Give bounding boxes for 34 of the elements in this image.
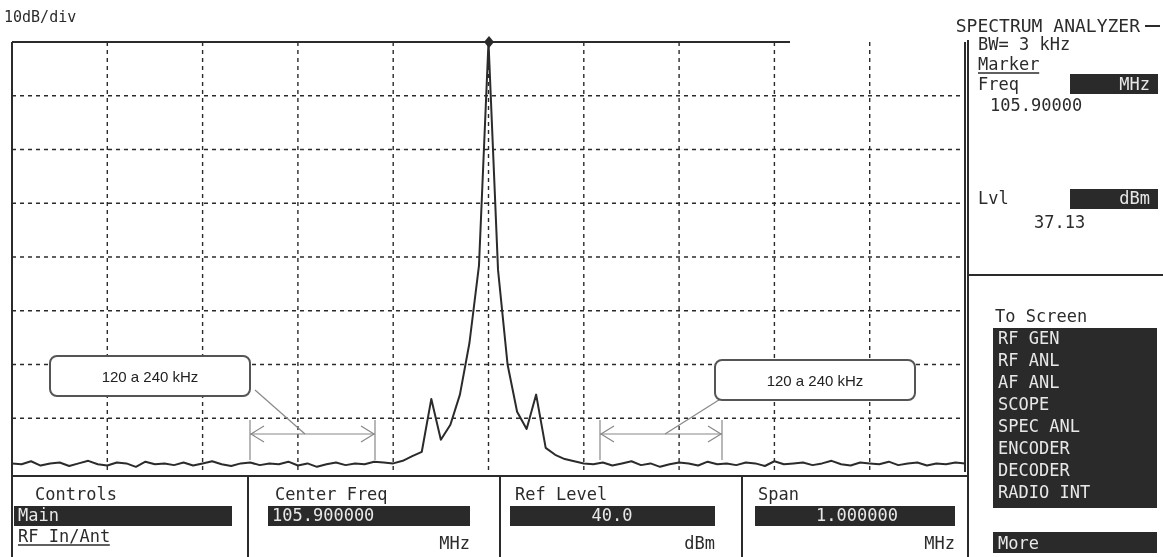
text: MHz — [1119, 74, 1150, 94]
text: More — [998, 533, 1039, 553]
text: To Screen — [995, 306, 1088, 326]
text: 37.13 — [1034, 212, 1086, 232]
text: Lvl — [978, 188, 1009, 208]
text: MHz — [439, 533, 470, 553]
text: SCOPE — [998, 394, 1050, 414]
text: Freq — [978, 74, 1019, 94]
text: RF GEN — [998, 328, 1060, 348]
text: dBm — [684, 533, 715, 553]
text: Main — [18, 505, 59, 525]
text: Ref Level — [515, 484, 608, 504]
text: 40.0 — [591, 505, 633, 525]
text: 105.900000 — [272, 505, 375, 525]
text: RADIO INT — [998, 482, 1091, 502]
text: RF ANL — [998, 350, 1060, 370]
text: SPEC ANL — [998, 416, 1080, 436]
text: SPECTRUM ANALYZER — [955, 15, 1141, 36]
text: Controls — [35, 484, 117, 504]
text: MHz — [924, 533, 955, 553]
text: 105.90000 — [990, 95, 1083, 115]
text: dBm — [1119, 188, 1150, 208]
text: Span — [758, 484, 799, 504]
text: 1.000000 — [816, 505, 898, 525]
text: AF ANL — [998, 372, 1060, 392]
text: Marker — [978, 54, 1040, 74]
annotation: 120 a 240 kHz — [101, 368, 199, 385]
text: BW= 3 kHz — [978, 34, 1071, 54]
annotation: 120 a 240 kHz — [766, 372, 864, 389]
text: Center Freq — [275, 484, 388, 504]
text: RF In/Ant — [18, 526, 111, 546]
text: ENCODER — [998, 438, 1071, 458]
y-axis-title: 10dB/div — [4, 8, 77, 26]
text: DECODER — [998, 460, 1071, 480]
